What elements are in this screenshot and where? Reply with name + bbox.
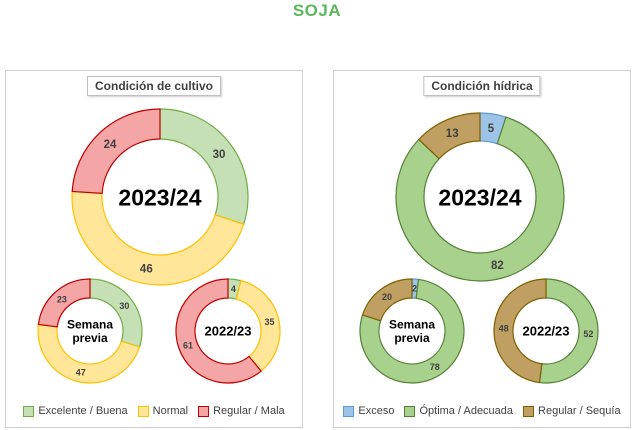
legend-item: Normal xyxy=(137,405,189,417)
legend-label: Regular / Mala xyxy=(213,405,285,417)
donut-segment xyxy=(175,278,262,384)
donut-segment xyxy=(37,278,91,328)
data-label: 35 xyxy=(264,317,274,327)
legend-swatch xyxy=(23,405,35,417)
legend-label: Exceso xyxy=(358,405,395,417)
legend-swatch xyxy=(343,405,355,417)
ring-center-label: Semana previa xyxy=(67,317,113,345)
data-label: 61 xyxy=(183,341,193,351)
water-condition-legend: Exceso Óptima / Adecuada Regular / Sequí… xyxy=(334,405,630,417)
water-condition-chart: 5 82 13 2023/24 2 78 20 Semana previa 52 48 2022/23 xyxy=(359,112,599,384)
data-label: 4 xyxy=(231,284,236,294)
legend-label: Excelente / Buena xyxy=(38,405,128,417)
legend-swatch xyxy=(523,405,535,417)
legend-label: Regular / Sequía xyxy=(538,405,621,417)
data-label: 30 xyxy=(213,149,226,161)
crop-condition-chart: 30 46 24 2023/24 30 47 23 Semana previa 4 35 61 2022… xyxy=(37,108,281,384)
donut-segment xyxy=(71,108,161,194)
data-label: 5 xyxy=(488,123,495,135)
legend-item: Excelente / Buena xyxy=(23,405,128,417)
data-label: 52 xyxy=(583,329,593,339)
donut-segment xyxy=(417,112,481,160)
legend-swatch xyxy=(198,405,210,417)
data-label: 47 xyxy=(76,368,86,378)
legend-label: Óptima / Adecuada xyxy=(419,405,514,417)
data-label: 46 xyxy=(140,264,153,276)
data-label: 24 xyxy=(104,139,117,151)
donut-segment xyxy=(538,278,599,384)
legend-item: Óptima / Adecuada xyxy=(404,405,513,417)
donut-segment xyxy=(493,278,547,384)
crop-condition-panel: 30 46 24 2023/24 30 47 23 Semana previa 4 35 61 2022… xyxy=(5,70,303,428)
ring-center-label: 2023/24 xyxy=(438,184,521,210)
data-label: 20 xyxy=(382,292,392,302)
legend-item: Regular / Sequía xyxy=(523,405,621,417)
ring-center-label: 2022/23 xyxy=(205,324,252,339)
donut-segment xyxy=(37,323,141,384)
crop-condition-legend: Excelente / Buena Normal Regular / Mala xyxy=(6,405,302,417)
ring-center-label: Semana previa xyxy=(389,317,435,345)
donut-segment xyxy=(359,278,465,384)
crop-condition-title: Condición de cultivo xyxy=(86,76,222,96)
water-condition-title: Condición hídrica xyxy=(423,76,541,96)
legend-label: Normal xyxy=(152,405,189,417)
data-label: 48 xyxy=(499,323,509,333)
water-condition-panel: 5 82 13 2023/24 2 78 20 Semana previa 52 48 2022/23… xyxy=(333,70,631,428)
main-title: SOJA xyxy=(292,1,342,20)
data-label: 23 xyxy=(57,294,67,304)
legend-item: Exceso xyxy=(343,405,394,417)
legend-swatch xyxy=(137,405,149,417)
donut-segment xyxy=(361,278,413,322)
data-label: 2 xyxy=(412,284,417,294)
data-label: 30 xyxy=(119,301,129,311)
ring-center-label: 2023/24 xyxy=(118,184,201,210)
data-label: 13 xyxy=(446,128,459,140)
ring-center-label: 2022/23 xyxy=(523,324,570,339)
data-label: 78 xyxy=(430,362,440,372)
donut-segment xyxy=(71,190,245,286)
legend-item: Regular / Mala xyxy=(198,405,285,417)
data-label: 82 xyxy=(491,260,504,272)
legend-swatch xyxy=(404,405,416,417)
